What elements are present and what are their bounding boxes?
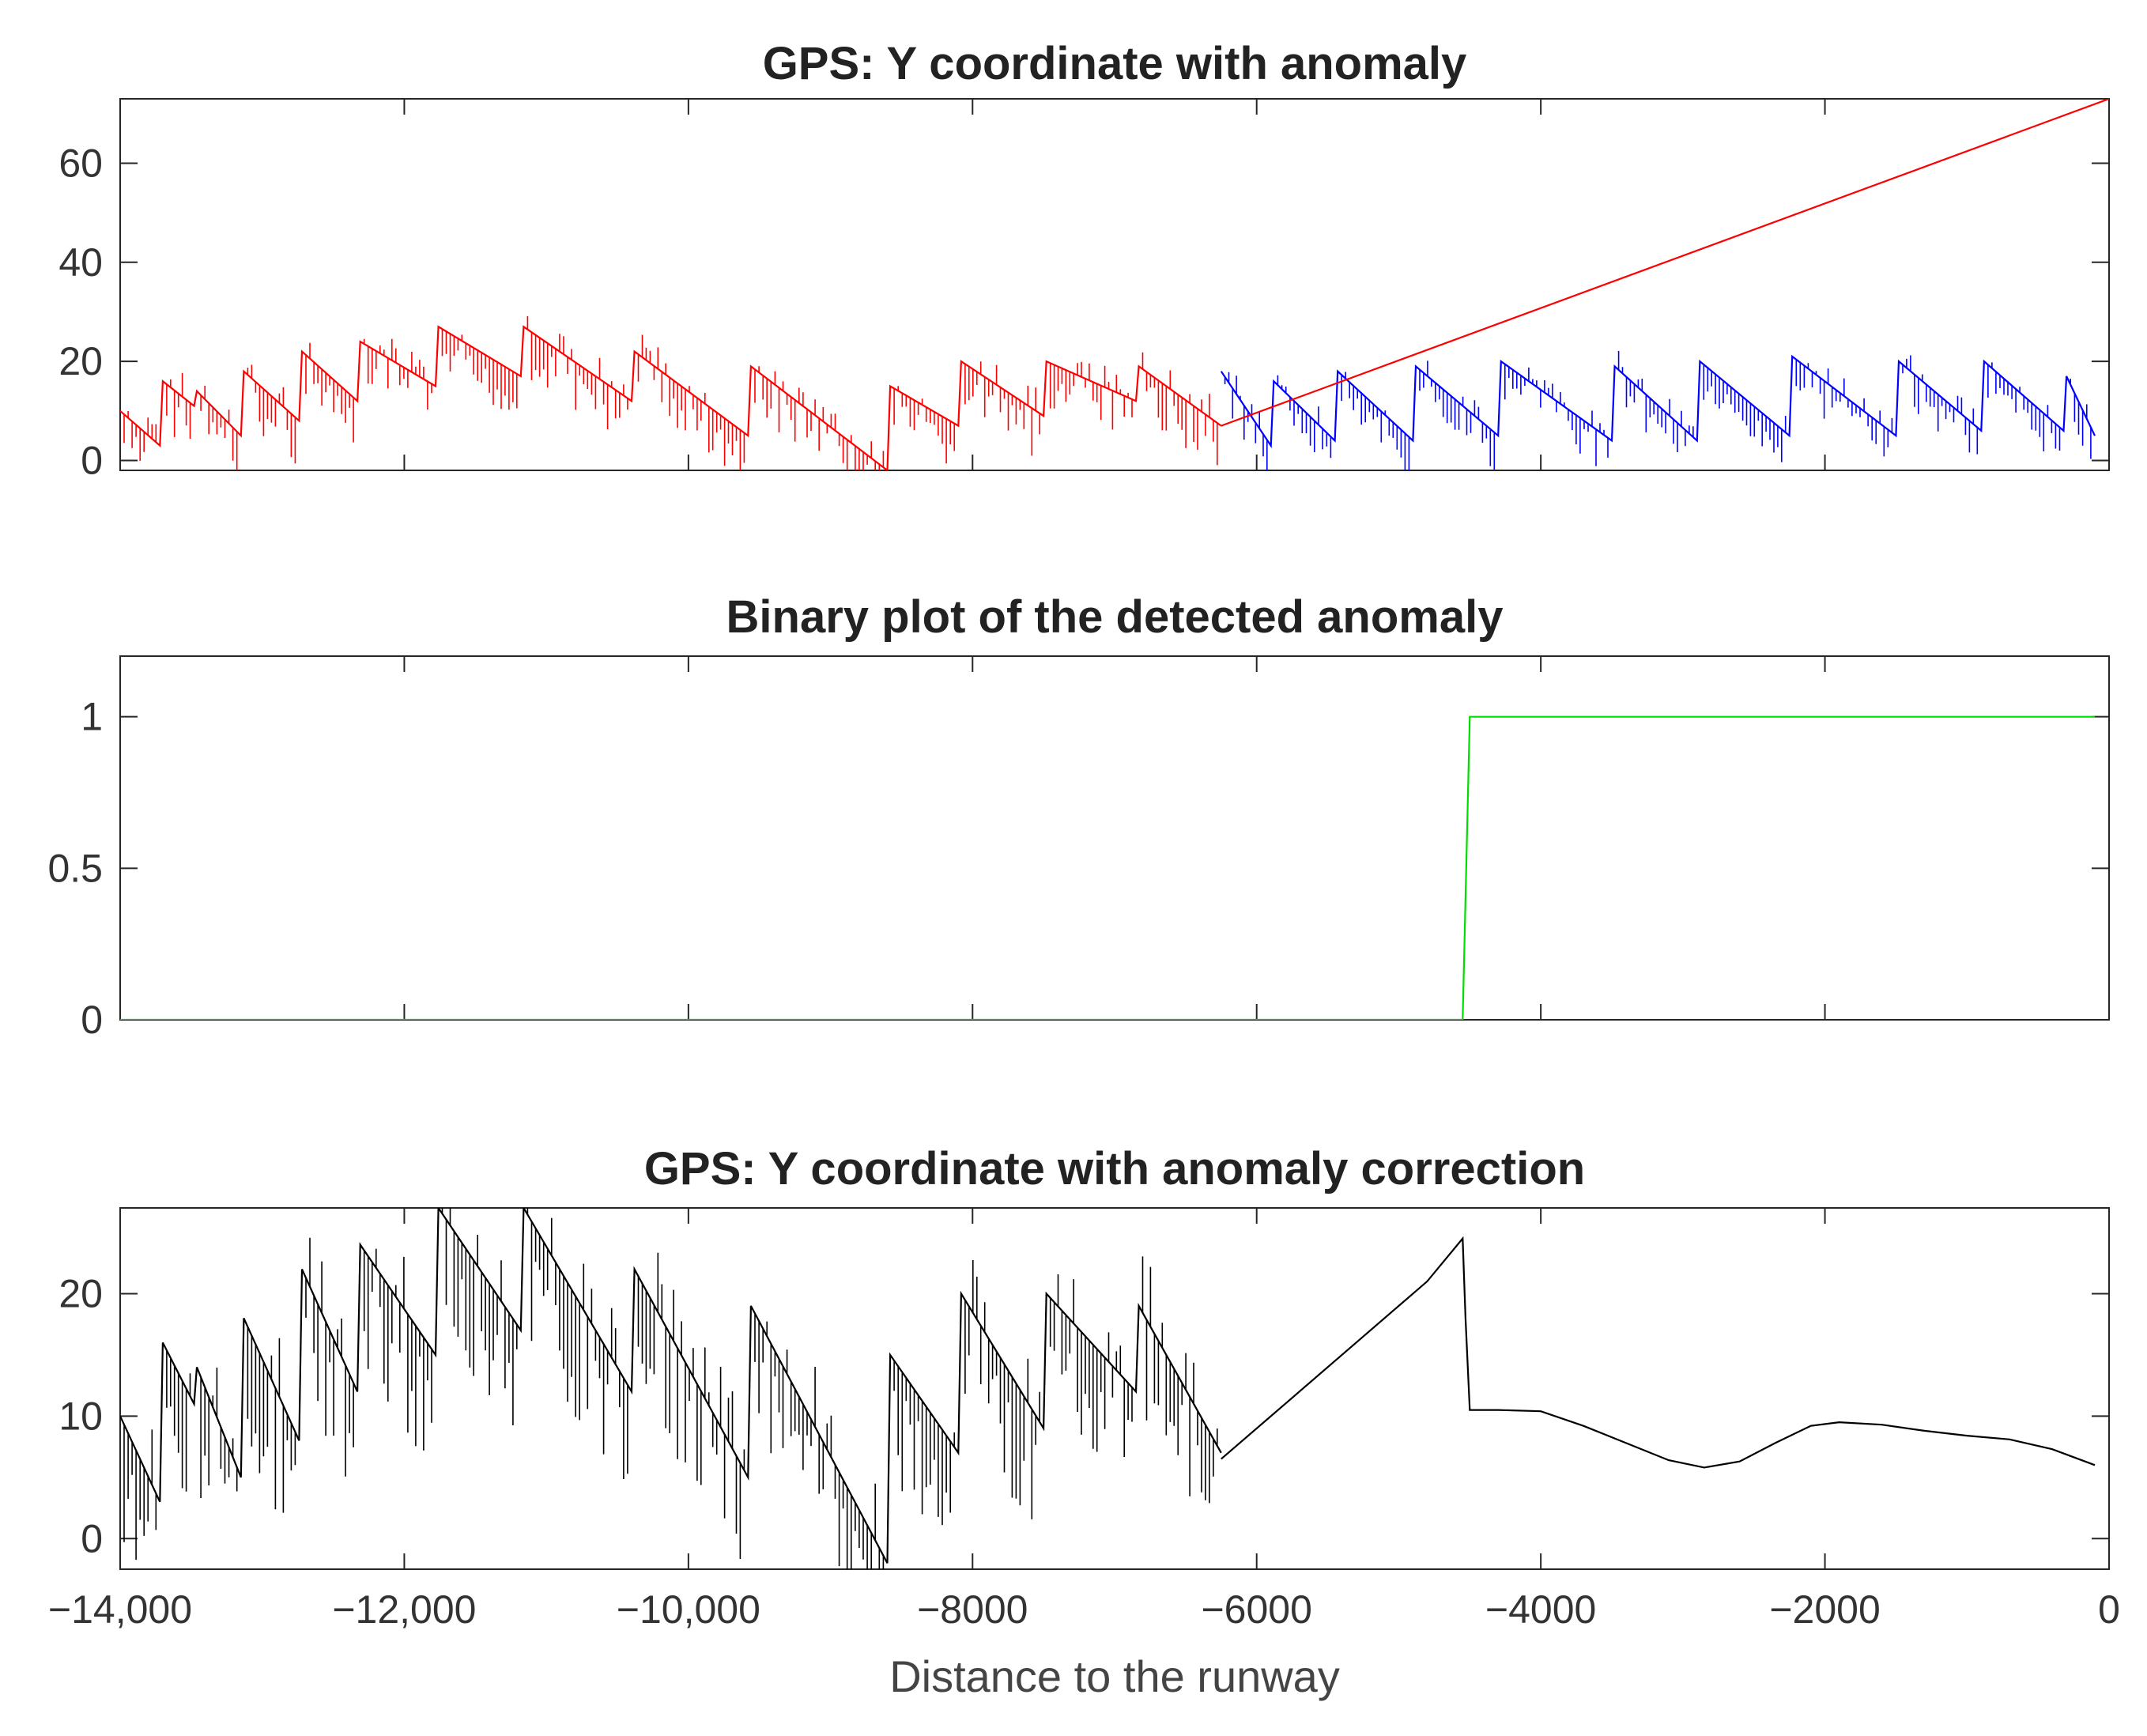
y-tick-label: 0 (81, 998, 103, 1042)
plot-area (120, 1208, 2096, 1569)
series-line-1 (1220, 354, 2096, 449)
y-tick-label: 60 (58, 141, 103, 185)
x-tick-label: 0 (2098, 1587, 2120, 1632)
axes-frame (119, 98, 2110, 471)
x-tick-label: −2000 (1769, 1587, 1880, 1632)
y-tick-label: 0 (81, 438, 103, 482)
series-spikes-0 (123, 315, 1218, 470)
x-tick-label: −12,000 (332, 1587, 476, 1632)
x-tick-label: −4000 (1485, 1587, 1596, 1632)
subplot-gps-y-anomaly: GPS: Y coordinate with anomaly 0 20 40 60 (58, 38, 2110, 482)
x-axis-label: Distance to the runway (889, 1651, 1340, 1701)
series-line-0 (120, 715, 2095, 1020)
y-tick-label: 40 (58, 240, 103, 285)
series-line-2 (1221, 99, 2109, 427)
series-line-0 (120, 1208, 1222, 1564)
y-tick-label: 1 (81, 695, 103, 739)
x-tick-label: −10,000 (617, 1587, 760, 1632)
x-tick-label: −14,000 (48, 1587, 192, 1632)
series-line-1 (1221, 1236, 2096, 1469)
plot-area (120, 715, 2095, 1020)
plot-title: GPS: Y coordinate with anomaly (763, 38, 1467, 89)
series-spikes-1 (1224, 350, 2092, 470)
subplot-binary-anomaly: Binary plot of the detected anomaly 0 0.5 1 (47, 591, 2110, 1042)
y-tick-label: 0.5 (47, 846, 103, 890)
y-tick-label: 20 (58, 1271, 103, 1315)
axes-frame (119, 1207, 2110, 1570)
y-tick-label: 20 (58, 339, 103, 383)
plot-title: GPS: Y coordinate with anomaly correctio… (644, 1143, 1585, 1194)
subplot-gps-y-corrected: GPS: Y coordinate with anomaly correctio… (48, 1143, 2120, 1701)
y-tick-label: 0 (81, 1516, 103, 1561)
axes-frame (119, 655, 2110, 1021)
series-spikes-0 (123, 1208, 1218, 1569)
y-tick-label: 10 (58, 1394, 103, 1438)
x-tick-label: −6000 (1201, 1587, 1311, 1632)
series-line-0 (120, 325, 1222, 470)
plot-area (120, 99, 2109, 470)
plot-title: Binary plot of the detected anomaly (726, 591, 1504, 643)
x-tick-label: −8000 (917, 1587, 1028, 1632)
